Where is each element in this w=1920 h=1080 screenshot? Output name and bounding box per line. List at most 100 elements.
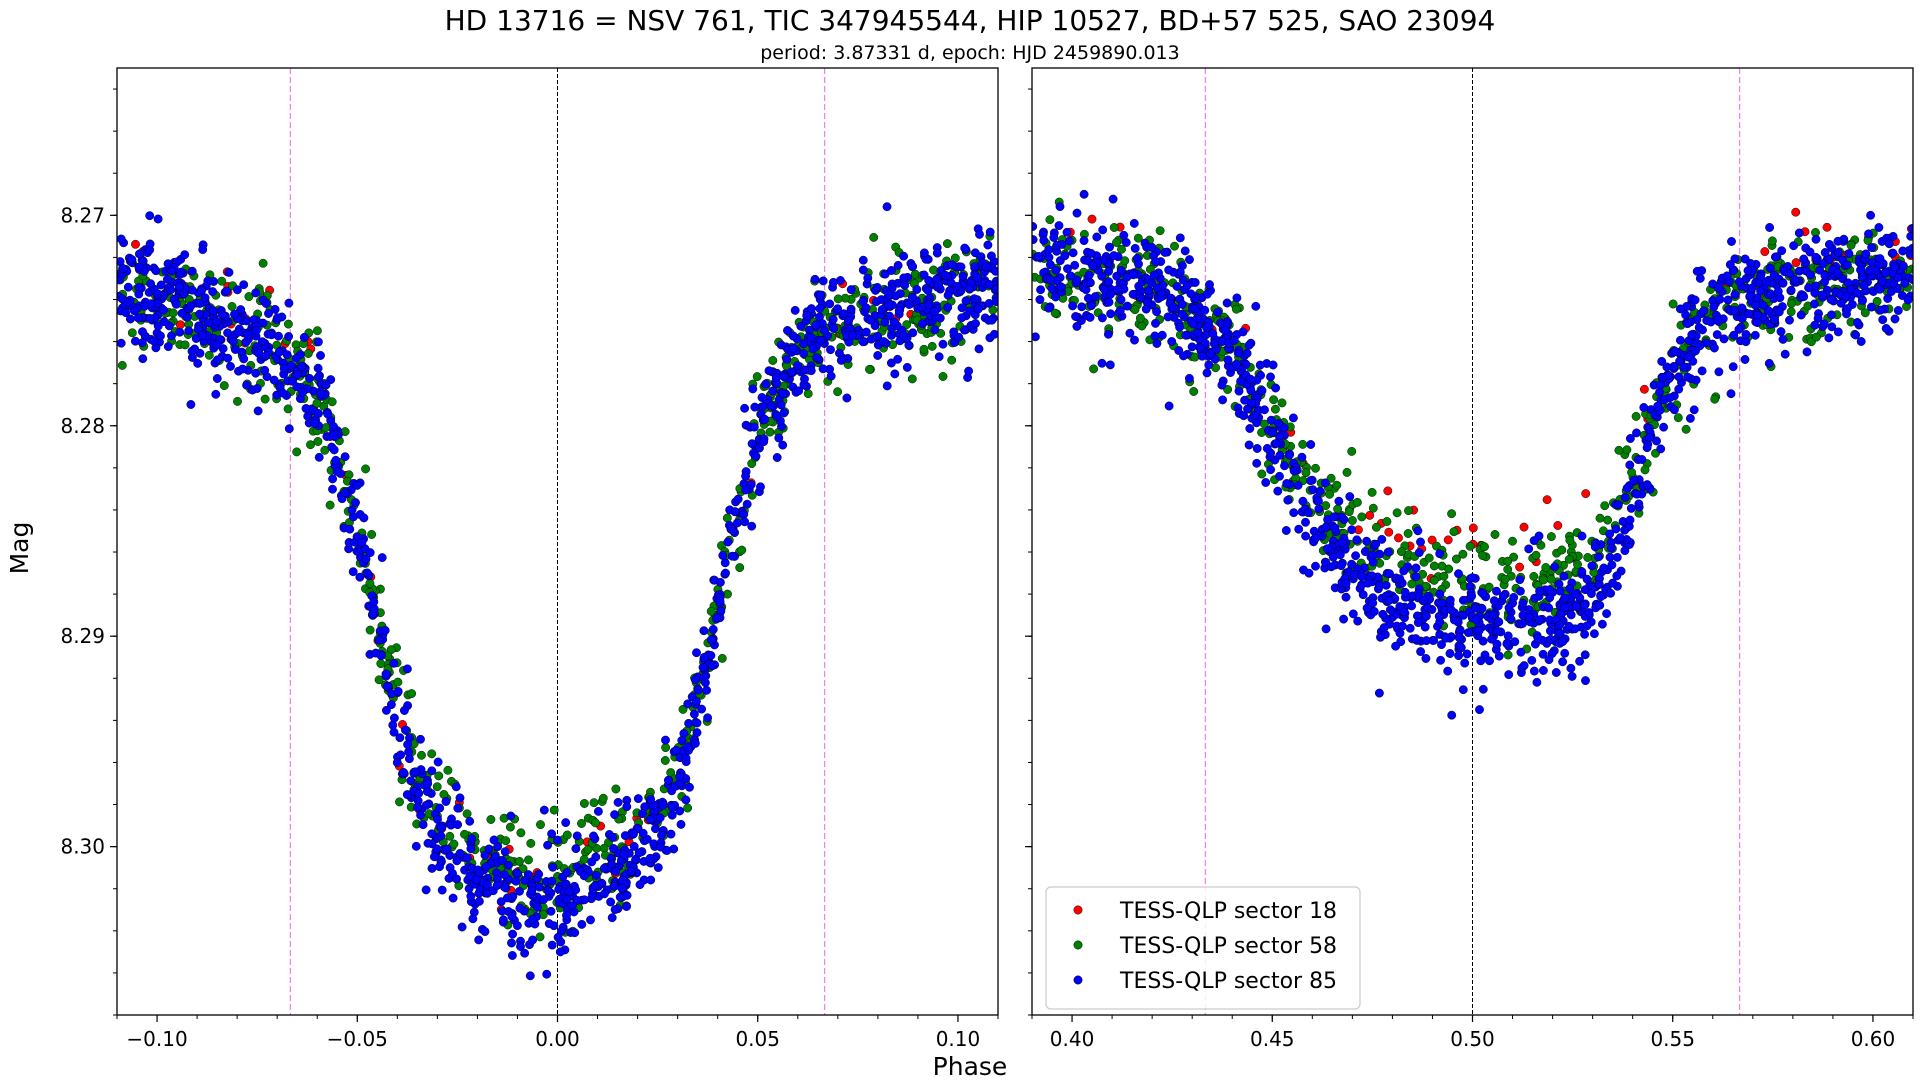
data-point: [1147, 243, 1157, 252]
data-point: [1164, 265, 1174, 275]
data-point: [661, 735, 670, 745]
data-point: [707, 661, 717, 671]
data-point: [547, 829, 557, 839]
data-point: [381, 705, 391, 715]
data-point: [417, 750, 426, 760]
data-point: [646, 875, 656, 885]
data-point: [683, 803, 693, 813]
data-point: [1411, 572, 1421, 582]
data-point: [779, 408, 789, 418]
data-point: [1622, 445, 1632, 455]
data-point: [374, 675, 384, 685]
data-point: [257, 337, 267, 347]
data-point: [187, 346, 197, 356]
data-point: [1377, 534, 1387, 544]
data-point: [1492, 586, 1501, 596]
data-point: [204, 318, 214, 328]
data-point: [1751, 300, 1761, 310]
data-point: [858, 255, 868, 265]
data-point: [468, 914, 478, 924]
data-point: [1328, 552, 1338, 562]
data-point: [685, 782, 694, 792]
data-point: [1177, 309, 1187, 319]
data-point: [964, 366, 974, 376]
data-point: [1152, 283, 1162, 293]
data-point: [1314, 504, 1324, 514]
data-point: [800, 374, 809, 384]
data-point: [683, 742, 693, 752]
x-tick-label: 0.40: [1050, 1027, 1095, 1051]
data-point: [570, 928, 580, 938]
data-point: [1478, 589, 1488, 598]
data-point: [741, 471, 751, 481]
data-point: [539, 805, 549, 815]
data-point: [1607, 560, 1617, 570]
data-point: [1584, 608, 1594, 618]
data-point: [1843, 304, 1852, 314]
data-point: [1856, 337, 1866, 346]
data-point: [1778, 278, 1788, 288]
data-point: [1429, 561, 1439, 571]
data-point: [589, 831, 598, 841]
data-point: [1867, 243, 1877, 252]
data-point: [1566, 663, 1576, 673]
data-point: [750, 402, 760, 412]
data-point: [1822, 222, 1832, 232]
data-point: [1229, 335, 1239, 345]
data-point: [779, 372, 789, 382]
data-point: [1898, 261, 1908, 271]
data-point: [233, 327, 243, 337]
data-point: [1270, 404, 1280, 414]
data-point: [222, 286, 232, 296]
data-point: [1197, 351, 1207, 361]
data-point: [1420, 622, 1430, 632]
data-point: [421, 800, 431, 810]
data-point: [1730, 290, 1740, 300]
data-point: [783, 326, 792, 335]
data-point: [788, 343, 798, 353]
data-point: [1668, 299, 1678, 309]
data-point: [989, 329, 998, 339]
data-point: [1381, 580, 1391, 590]
data-point: [1306, 476, 1315, 486]
data-point: [117, 275, 124, 285]
data-point: [1761, 277, 1771, 287]
data-point: [1639, 403, 1649, 412]
data-point: [1632, 489, 1642, 499]
data-point: [516, 828, 526, 838]
data-point: [1257, 469, 1267, 479]
data-point: [1362, 536, 1372, 546]
data-point: [1152, 307, 1162, 317]
data-point: [156, 331, 165, 341]
data-point: [1656, 444, 1666, 454]
data-point: [253, 406, 263, 416]
data-point: [1189, 387, 1199, 396]
data-point: [166, 285, 176, 295]
data-point: [552, 835, 562, 845]
data-point: [1883, 294, 1893, 303]
data-point: [1861, 249, 1871, 259]
data-point: [929, 265, 938, 275]
data-point: [433, 814, 442, 824]
data-point: [376, 659, 386, 669]
data-point: [1045, 215, 1055, 225]
data-point: [1780, 349, 1790, 359]
data-point: [826, 371, 836, 381]
data-point: [1068, 301, 1078, 311]
data-point: [1637, 455, 1647, 464]
data-point: [949, 327, 959, 337]
data-point: [1640, 465, 1650, 475]
data-point: [1116, 295, 1126, 305]
x-tick-label: 0.60: [1851, 1027, 1896, 1051]
data-point: [1436, 655, 1446, 665]
data-point: [1565, 535, 1575, 545]
data-point: [162, 274, 172, 284]
data-point: [186, 400, 196, 409]
data-point: [1529, 536, 1539, 546]
data-point: [204, 350, 214, 360]
data-point: [693, 685, 703, 695]
data-point: [1267, 428, 1277, 438]
data-point: [1116, 266, 1126, 275]
data-point: [544, 919, 554, 929]
data-point: [645, 853, 655, 863]
